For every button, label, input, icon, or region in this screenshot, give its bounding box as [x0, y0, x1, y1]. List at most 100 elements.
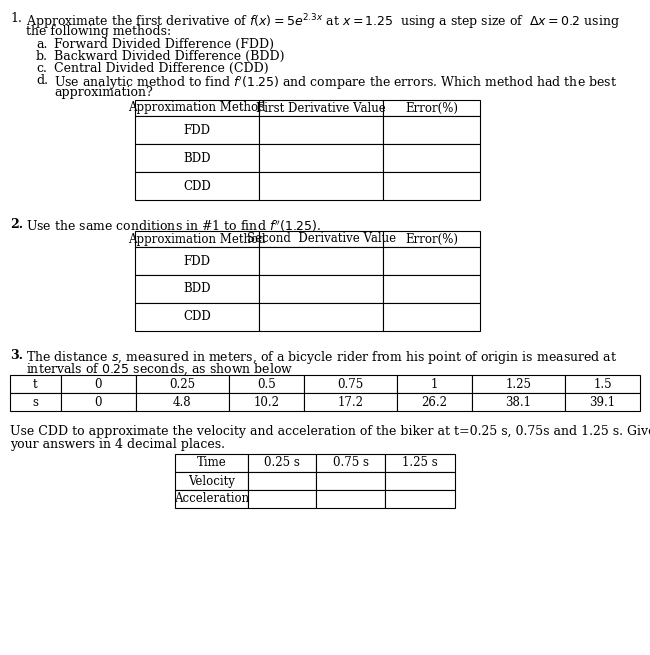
Text: Forward Divided Difference (FDD): Forward Divided Difference (FDD) [54, 38, 274, 51]
Bar [135, 231, 259, 247]
Text: Backward Divided Difference (BDD): Backward Divided Difference (BDD) [54, 50, 285, 63]
Bar [384, 231, 480, 247]
Bar [384, 100, 480, 116]
Bar [385, 454, 455, 472]
Bar [317, 490, 385, 508]
Text: Use CDD to approximate the velocity and acceleration of the biker at t=0.25 s, 0: Use CDD to approximate the velocity and … [10, 425, 650, 438]
Bar [397, 375, 472, 393]
Text: FDD: FDD [183, 255, 211, 267]
Bar [472, 393, 566, 411]
Bar [566, 393, 640, 411]
Bar [135, 303, 259, 331]
Text: Error(%): Error(%) [405, 102, 458, 115]
Text: 10.2: 10.2 [254, 396, 280, 409]
Text: a.: a. [36, 38, 47, 51]
Text: Use analytic method to find $f'(1.25)$ and compare the errors. Which method had : Use analytic method to find $f'(1.25)$ a… [54, 74, 617, 92]
Bar [248, 472, 317, 490]
Bar [259, 172, 384, 200]
Bar [259, 116, 384, 144]
Text: c.: c. [36, 62, 47, 75]
Bar [175, 454, 248, 472]
Text: s: s [32, 396, 38, 409]
Text: BDD: BDD [183, 151, 211, 164]
Bar [175, 490, 248, 508]
Text: BDD: BDD [183, 282, 211, 295]
Bar [385, 472, 455, 490]
Bar [384, 275, 480, 303]
Text: FDD: FDD [183, 124, 211, 136]
Bar [259, 231, 384, 247]
Bar [10, 375, 61, 393]
Bar [317, 454, 385, 472]
Bar [384, 247, 480, 275]
Text: your answers in 4 decimal places.: your answers in 4 decimal places. [10, 438, 225, 451]
Text: CDD: CDD [183, 310, 211, 324]
Text: 26.2: 26.2 [421, 396, 447, 409]
Bar [384, 116, 480, 144]
Bar [136, 393, 229, 411]
Bar [10, 393, 61, 411]
Text: 0.25 s: 0.25 s [264, 457, 300, 470]
Bar [384, 144, 480, 172]
Text: 17.2: 17.2 [337, 396, 363, 409]
Bar [135, 116, 259, 144]
Bar [135, 275, 259, 303]
Text: t: t [33, 377, 38, 390]
Bar [472, 375, 566, 393]
Text: 0.75: 0.75 [337, 377, 363, 390]
Bar [248, 454, 317, 472]
Text: 1.25 s: 1.25 s [402, 457, 438, 470]
Text: intervals of $0.25$ seconds, as shown below: intervals of $0.25$ seconds, as shown be… [26, 362, 293, 377]
Bar [304, 393, 397, 411]
Text: 3.: 3. [10, 349, 23, 362]
Bar [229, 375, 304, 393]
Text: Use the same conditions in #1 to find $f''(1.25)$.: Use the same conditions in #1 to find $f… [26, 218, 321, 233]
Text: Approximation Method: Approximation Method [128, 233, 266, 246]
Bar [136, 375, 229, 393]
Bar [384, 303, 480, 331]
Bar [259, 247, 384, 275]
Text: Approximate the first derivative of $f(x) = 5e^{2.3x}$ at $x = 1.25$  using a st: Approximate the first derivative of $f(x… [26, 12, 620, 31]
Bar [397, 393, 472, 411]
Text: Error(%): Error(%) [405, 233, 458, 246]
Text: Time: Time [196, 457, 226, 470]
Text: 39.1: 39.1 [590, 396, 616, 409]
Text: 0.25: 0.25 [169, 377, 196, 390]
Text: the following methods:: the following methods: [26, 25, 171, 38]
Text: 1: 1 [431, 377, 438, 390]
Text: b.: b. [36, 50, 48, 63]
Text: 4.8: 4.8 [173, 396, 192, 409]
Bar [229, 393, 304, 411]
Bar [566, 375, 640, 393]
Bar [384, 172, 480, 200]
Text: 1.5: 1.5 [593, 377, 612, 390]
Text: 38.1: 38.1 [506, 396, 532, 409]
Text: Second  Derivative Value: Second Derivative Value [247, 233, 396, 246]
Text: Central Divided Difference (CDD): Central Divided Difference (CDD) [54, 62, 268, 75]
Text: approximation?: approximation? [54, 86, 153, 99]
Text: 1.25: 1.25 [506, 377, 532, 390]
Bar [61, 393, 136, 411]
Bar [385, 490, 455, 508]
Bar [259, 144, 384, 172]
Bar [248, 490, 317, 508]
Text: 2.: 2. [10, 218, 23, 231]
Text: First Derivative Value: First Derivative Value [256, 102, 386, 115]
Text: 0.5: 0.5 [257, 377, 276, 390]
Bar [317, 472, 385, 490]
Text: 0: 0 [94, 396, 102, 409]
Bar [135, 247, 259, 275]
Bar [304, 375, 397, 393]
Bar [259, 303, 384, 331]
Text: Acceleration: Acceleration [174, 493, 249, 506]
Text: Approximation Method: Approximation Method [128, 102, 266, 115]
Text: 0: 0 [94, 377, 102, 390]
Bar [259, 275, 384, 303]
Bar [175, 472, 248, 490]
Text: 0.75 s: 0.75 s [333, 457, 369, 470]
Text: CDD: CDD [183, 179, 211, 193]
Bar [135, 144, 259, 172]
Text: 1.: 1. [10, 12, 22, 25]
Text: d.: d. [36, 74, 48, 87]
Bar [259, 100, 384, 116]
